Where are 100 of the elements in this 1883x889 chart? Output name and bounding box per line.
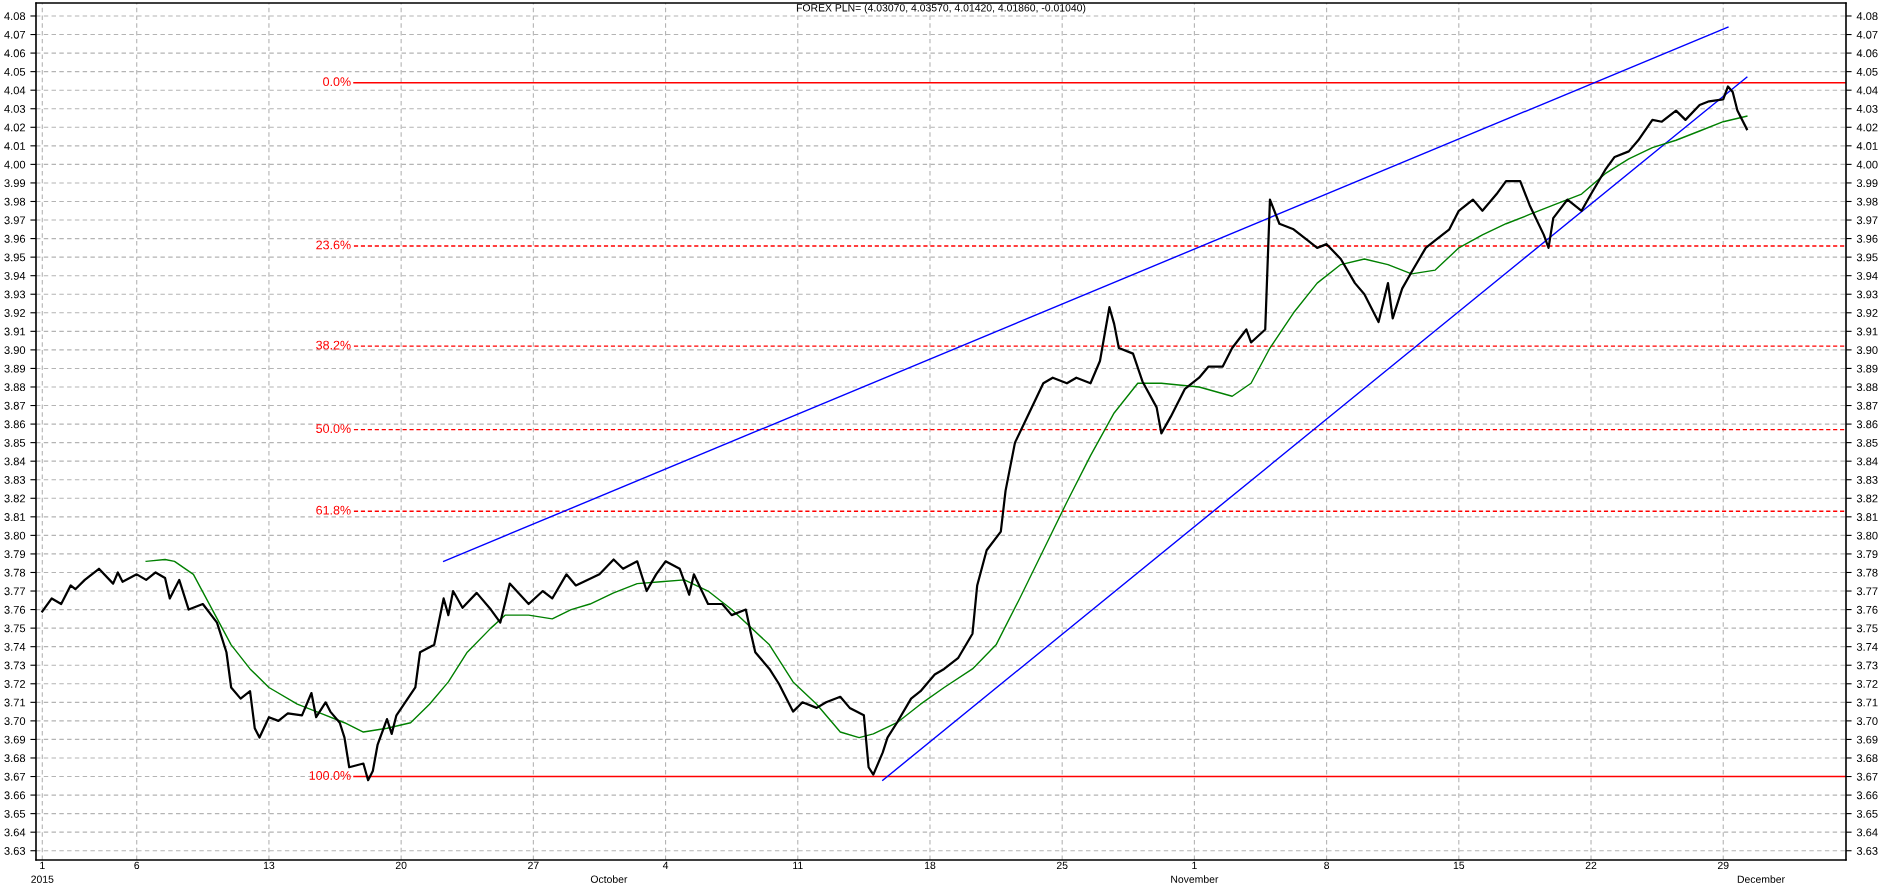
- y2-tick-label: 3.74: [1856, 642, 1878, 651]
- y2-tick-label: 3.73: [1856, 661, 1878, 670]
- y2-tick-label: 4.06: [1856, 49, 1878, 58]
- y2-tick-label: 4.08: [1856, 12, 1878, 21]
- y-tick-label: 4.02: [4, 123, 26, 132]
- y-tick-label: 3.88: [4, 383, 26, 392]
- y-tick-label: 3.78: [4, 568, 26, 577]
- y2-tick-label: 3.79: [1856, 550, 1878, 559]
- x-tick-label: 29: [1717, 861, 1729, 870]
- y-tick-label: 3.87: [4, 401, 26, 410]
- y-tick-label: 4.01: [4, 142, 26, 150]
- y2-tick-label: 3.68: [1856, 754, 1878, 763]
- y2-tick-label: 3.94: [1856, 271, 1878, 280]
- annotation: 61.8%: [316, 505, 351, 515]
- y-tick-label: 3.64: [4, 828, 26, 837]
- x-tick-label: 22: [1585, 861, 1597, 869]
- y-tick-label: 3.86: [4, 420, 26, 429]
- line-series: [145, 115, 1748, 739]
- y2-tick-label: 3.78: [1856, 568, 1878, 577]
- y-tick-label: 4.03: [4, 105, 26, 113]
- y2-tick-label: 3.64: [1856, 828, 1878, 837]
- y-tick-label: 3.94: [4, 271, 26, 280]
- y2-tick-label: 3.82: [1856, 494, 1878, 503]
- y-tick-label: 3.96: [4, 234, 26, 243]
- y2-tick-label: 3.99: [1856, 179, 1878, 188]
- y-tick-label: 3.65: [4, 809, 26, 818]
- chart-title: FOREX PLN= (4.03070, 4.03570, 4.01420, 4.01860, -0.01040): [796, 3, 1086, 14]
- y-tick-label: 4.08: [4, 12, 26, 21]
- x-tick-label: 13: [263, 861, 275, 870]
- y2-tick-label: 3.91: [1856, 327, 1878, 336]
- y-tick-label: 3.72: [4, 680, 26, 688]
- y2-tick-label: 4.07: [1856, 30, 1878, 39]
- y-tick-label: 3.80: [4, 531, 26, 540]
- x-tick-label: 1: [40, 861, 45, 869]
- y2-tick-label: 3.89: [1856, 364, 1878, 373]
- y2-tick-label: 3.81: [1856, 513, 1878, 521]
- y2-tick-label: 3.87: [1856, 401, 1878, 410]
- y2-tick-label: 3.76: [1856, 605, 1878, 614]
- y2-tick-label: 3.80: [1856, 531, 1878, 540]
- x-tick-label: 18: [924, 861, 936, 870]
- y2-tick-label: 3.65: [1856, 809, 1878, 818]
- y2-tick-label: 4.03: [1856, 105, 1878, 113]
- y-tick-label: 3.90: [4, 346, 26, 355]
- y2-tick-label: 3.70: [1856, 717, 1878, 726]
- y-tick-label: 4.07: [4, 30, 26, 39]
- y2-tick-label: 3.98: [1856, 197, 1878, 206]
- x2-tick-label: December: [1737, 875, 1785, 883]
- y-tick-label: 3.85: [4, 438, 26, 447]
- y-tick-label: 3.92: [4, 309, 26, 317]
- y2-tick-label: 3.83: [1856, 476, 1878, 484]
- y-tick-label: 3.66: [4, 791, 26, 800]
- x-tick-label: 20: [395, 861, 407, 870]
- annotation: 38.2%: [316, 340, 351, 350]
- x-tick-label: 6: [134, 861, 140, 870]
- y-tick-label: 3.68: [4, 754, 26, 763]
- y2-tick-label: 3.66: [1856, 791, 1878, 800]
- y-tick-label: 3.67: [4, 772, 26, 781]
- y2-tick-label: 3.75: [1856, 624, 1878, 633]
- y2-tick-label: 3.69: [1856, 735, 1878, 744]
- y-tick-label: 3.75: [4, 624, 26, 633]
- y2-tick-label: 3.63: [1856, 846, 1878, 855]
- y2-tick-label: 4.02: [1856, 123, 1878, 132]
- y2-tick-label: 4.04: [1856, 86, 1878, 95]
- y2-tick-label: 3.97: [1856, 216, 1878, 225]
- x2-tick-label: 2015: [31, 875, 54, 883]
- y-tick-label: 3.97: [4, 216, 26, 225]
- x-tick-label: 25: [1056, 861, 1068, 870]
- y-tick-label: 3.63: [4, 846, 26, 855]
- y-tick-label: 4.06: [4, 49, 26, 58]
- annotation: 100.0%: [309, 771, 351, 780]
- y2-tick-label: 3.84: [1856, 457, 1878, 466]
- y-tick-label: 3.91: [4, 327, 26, 336]
- y-tick-label: 3.71: [4, 698, 26, 707]
- x-tick-label: 11: [793, 861, 803, 869]
- y2-tick-label: 3.86: [1856, 420, 1878, 429]
- y-tick-label: 3.89: [4, 364, 26, 373]
- y2-tick-label: 4.01: [1856, 142, 1878, 150]
- y-tick-label: 3.79: [4, 550, 26, 559]
- y-tick-label: 3.74: [4, 642, 26, 651]
- y-tick-label: 3.81: [4, 513, 26, 521]
- annotation: 0.0%: [323, 77, 351, 87]
- y2-tick-label: 3.71: [1856, 698, 1878, 707]
- x2-tick-label: October: [590, 875, 628, 883]
- x-tick-label: 1: [1192, 861, 1197, 869]
- x-tick-label: 27: [528, 861, 539, 869]
- y-tick-label: 3.76: [4, 605, 26, 614]
- y-tick-label: 3.70: [4, 717, 26, 726]
- y-tick-label: 3.83: [4, 476, 26, 484]
- y-tick-label: 3.93: [4, 290, 26, 299]
- y-tick-label: 4.00: [4, 160, 26, 169]
- y2-tick-label: 3.72: [1856, 680, 1878, 688]
- x-tick-label: 8: [1324, 861, 1330, 870]
- x2-tick-label: November: [1171, 875, 1219, 883]
- y-tick-label: 3.98: [4, 197, 26, 206]
- y-tick-label: 4.04: [4, 86, 26, 95]
- y-tick-label: 4.05: [4, 67, 26, 76]
- y-tick-label: 3.77: [4, 587, 26, 596]
- y2-tick-label: 3.90: [1856, 346, 1878, 355]
- y2-tick-label: 3.95: [1856, 253, 1878, 262]
- y2-tick-label: 4.05: [1856, 67, 1878, 76]
